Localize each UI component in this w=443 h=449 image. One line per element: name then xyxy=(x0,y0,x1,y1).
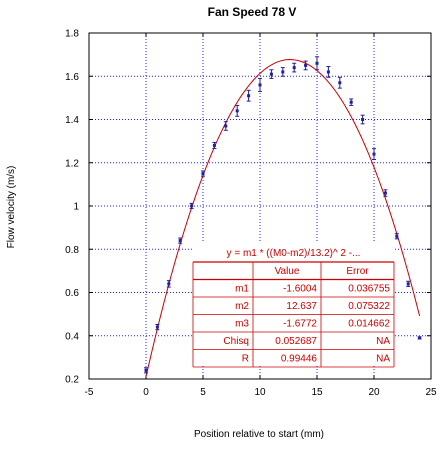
point-marker xyxy=(269,72,273,76)
data-point xyxy=(337,76,342,89)
fit-results-table: y = m1 * ((M0-m2)/13.2)^ 2 -... Value Erro… xyxy=(192,242,395,368)
point-marker xyxy=(258,83,262,87)
point-marker xyxy=(326,70,330,74)
x-tick-label: 15 xyxy=(311,387,323,398)
data-point xyxy=(155,324,160,331)
y-tick-label: 1.6 xyxy=(65,72,79,83)
y-tick-label: 0.8 xyxy=(65,245,79,256)
point-marker xyxy=(292,66,296,70)
y-axis-label: Flow velocity (m/s) xyxy=(6,166,17,249)
data-point xyxy=(292,62,297,73)
point-marker xyxy=(383,191,387,195)
table-cell: NA xyxy=(376,354,390,365)
x-tick-label: 25 xyxy=(425,387,437,398)
data-point xyxy=(269,69,274,79)
data-point xyxy=(406,280,411,287)
x-axis-label: Position relative to start (mm) xyxy=(194,429,324,440)
data-points xyxy=(144,56,422,374)
table-cell: 0.036755 xyxy=(348,284,390,295)
point-marker xyxy=(372,152,376,156)
point-marker xyxy=(395,234,399,238)
data-point xyxy=(372,148,376,161)
table-cell: m2 xyxy=(235,301,249,312)
point-marker xyxy=(247,94,251,98)
table-header-cell: Value xyxy=(275,266,300,277)
data-point xyxy=(349,98,354,106)
chart-title: Fan Speed 78 V xyxy=(208,5,297,19)
table-cell: m3 xyxy=(235,319,249,330)
table-cell: -1.6772 xyxy=(283,319,317,330)
point-marker xyxy=(406,282,410,286)
x-tick-label: 10 xyxy=(254,387,266,398)
point-marker xyxy=(281,70,285,74)
point-marker xyxy=(178,239,182,243)
point-marker xyxy=(190,204,194,208)
table-cell: R xyxy=(242,354,249,365)
point-marker xyxy=(201,172,205,176)
table-header-cell: Error xyxy=(346,266,369,277)
point-marker xyxy=(315,61,319,65)
point-marker xyxy=(349,100,353,104)
data-point xyxy=(280,67,285,77)
x-tick-label: 5 xyxy=(200,387,206,398)
data-point xyxy=(201,170,205,177)
data-point xyxy=(189,202,194,210)
table-cell: 0.99446 xyxy=(281,354,318,365)
data-point xyxy=(144,367,148,374)
y-tick-label: 1.4 xyxy=(65,115,79,126)
x-tick-label: 0 xyxy=(143,387,149,398)
data-point xyxy=(223,121,228,131)
table-background xyxy=(193,242,394,366)
table-cell: m1 xyxy=(235,284,249,295)
table-cell: Chisq xyxy=(223,336,249,347)
table-cell: 0.052687 xyxy=(275,336,317,347)
table-cell: NA xyxy=(376,336,390,347)
data-point xyxy=(417,336,422,340)
point-marker xyxy=(418,336,422,340)
point-marker xyxy=(155,325,159,329)
point-marker xyxy=(167,282,171,286)
data-point xyxy=(166,280,171,288)
y-tick-label: 1.2 xyxy=(65,158,79,169)
point-marker xyxy=(235,109,239,113)
y-tick-label: 0.4 xyxy=(65,331,79,342)
data-point xyxy=(303,60,308,71)
y-tick-label: 0.6 xyxy=(65,288,79,299)
y-tick-label: 0.2 xyxy=(65,375,79,386)
table-cell: 0.014662 xyxy=(348,319,390,330)
data-point xyxy=(394,233,399,240)
x-tick-label: 20 xyxy=(368,387,380,398)
axis-ticks: -5 0 5 10 15 20 25 0.2 0.4 0.6 0.8 1 1.2 1.4 1.6 1.8 xyxy=(65,29,437,399)
table-cell: 0.075322 xyxy=(348,301,390,312)
data-point xyxy=(326,66,331,78)
point-marker xyxy=(144,368,148,372)
point-marker xyxy=(338,81,342,85)
table-cell: 12.637 xyxy=(286,301,317,312)
data-point xyxy=(360,114,365,125)
fit-equation: y = m1 * ((M0-m2)/13.2)^ 2 -... xyxy=(227,248,361,259)
data-point xyxy=(235,104,240,117)
point-marker xyxy=(304,63,308,67)
x-tick-label: -5 xyxy=(85,387,94,398)
data-point xyxy=(258,77,262,92)
data-point xyxy=(246,89,251,102)
table-cell: -1.6004 xyxy=(283,284,317,295)
data-point xyxy=(315,56,319,71)
data-point xyxy=(383,189,388,197)
point-marker xyxy=(212,143,216,147)
y-tick-label: 1.8 xyxy=(65,29,79,40)
data-point xyxy=(178,237,183,244)
data-point xyxy=(212,141,217,149)
point-marker xyxy=(361,118,365,121)
point-marker xyxy=(224,124,228,128)
y-tick-label: 1 xyxy=(73,202,79,213)
